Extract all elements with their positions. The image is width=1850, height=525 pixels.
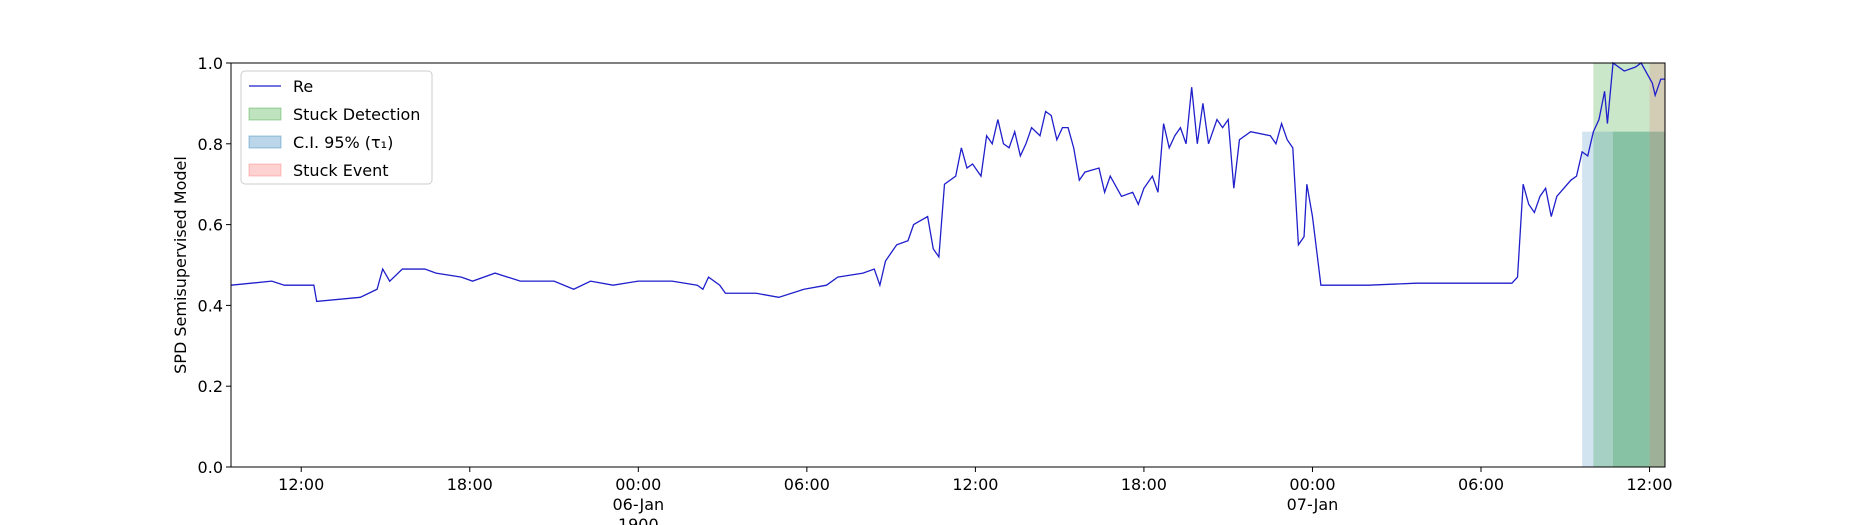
y-axis-label: SPD Semisupervised Model <box>171 156 190 374</box>
legend-swatch <box>248 107 282 121</box>
y-tick-label: 1.0 <box>198 54 223 73</box>
x-tick-label: 12:00 <box>278 475 324 494</box>
y-tick-label: 0.2 <box>198 377 223 396</box>
y-tick-label: 0.4 <box>198 296 223 315</box>
span-region <box>1582 131 1665 467</box>
y-tick-label: 0.0 <box>198 458 223 477</box>
span-region <box>1649 63 1665 467</box>
y-tick-label: 0.6 <box>198 216 223 235</box>
x-tick-label: 12:00 <box>952 475 998 494</box>
legend-label: Re <box>293 77 313 96</box>
x-tick-label: 06:00 <box>784 475 830 494</box>
span-region <box>1613 131 1665 467</box>
legend-swatch <box>248 163 282 177</box>
legend-box <box>240 70 433 185</box>
legend-label: C.I. 95% (τ₁) <box>293 133 393 152</box>
plot-frame <box>230 62 1666 468</box>
data-line <box>230 61 1665 303</box>
span-region <box>1593 63 1665 467</box>
x-tick-label: 00:00 06-Jan 1900 <box>612 475 664 525</box>
legend-swatch <box>248 135 282 149</box>
x-tick-label: 00:00 07-Jan <box>1287 475 1339 514</box>
x-tick-label: 06:00 <box>1458 475 1504 494</box>
x-tick-label: 18:00 <box>447 475 493 494</box>
y-tick-label: 0.8 <box>198 135 223 154</box>
x-tick-label: 18:00 <box>1121 475 1167 494</box>
x-tick-label: 12:00 <box>1626 475 1672 494</box>
legend-label: Stuck Detection <box>293 105 420 124</box>
legend-label: Stuck Event <box>293 161 389 180</box>
